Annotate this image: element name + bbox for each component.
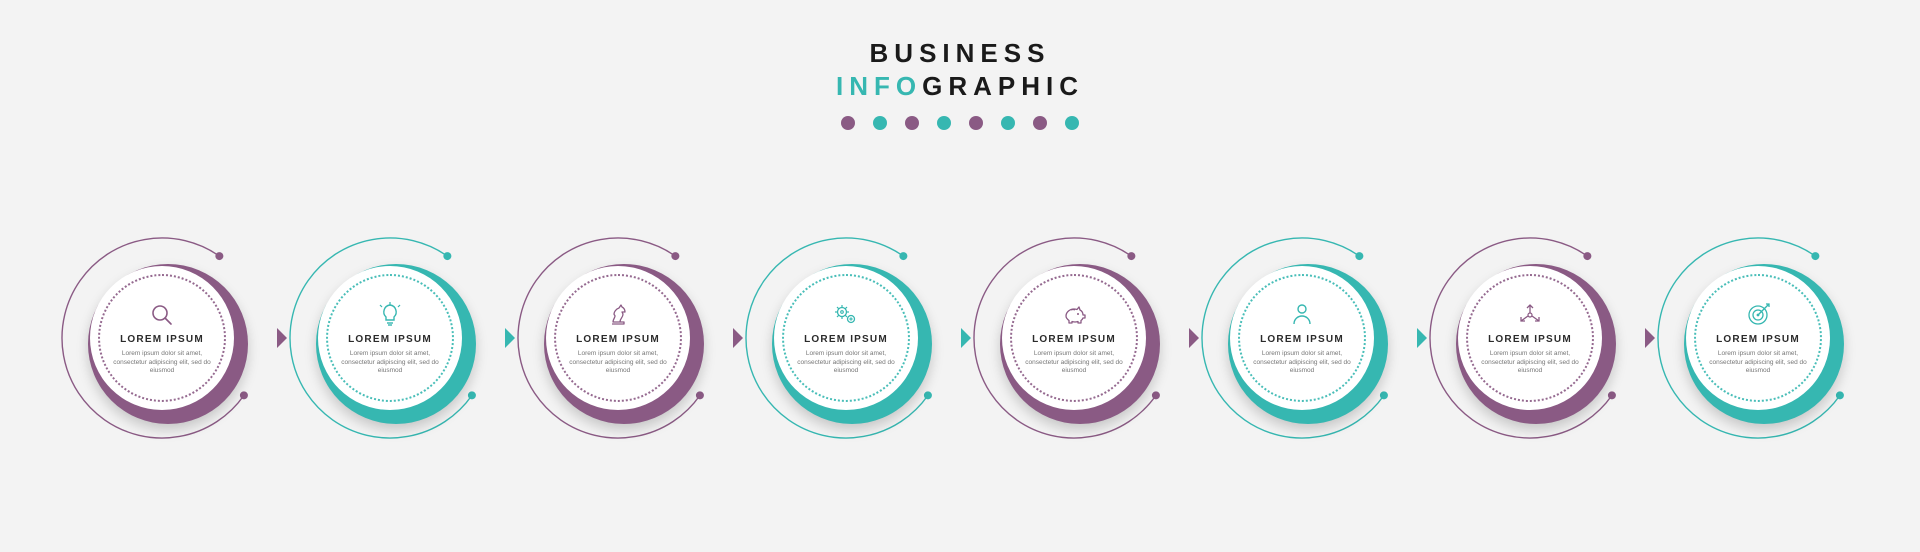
arrows-icon <box>1517 300 1543 330</box>
step-disc: LOREM IPSUM Lorem ipsum dolor sit amet, … <box>90 266 234 410</box>
step-disc: LOREM IPSUM Lorem ipsum dolor sit amet, … <box>318 266 462 410</box>
title-rest: GRAPHIC <box>922 71 1084 101</box>
step-body: Lorem ipsum dolor sit amet, consectetur … <box>566 350 670 376</box>
header-dot-6 <box>1001 116 1015 130</box>
step-disc: LOREM IPSUM Lorem ipsum dolor sit amet, … <box>1458 266 1602 410</box>
title-accent: INFO <box>836 71 922 101</box>
piggy-icon <box>1061 300 1087 330</box>
step-label: LOREM IPSUM <box>120 334 204 345</box>
header-dot-row <box>0 116 1920 130</box>
step-disc: LOREM IPSUM Lorem ipsum dolor sit amet, … <box>774 266 918 410</box>
step-label: LOREM IPSUM <box>1032 334 1116 345</box>
step-body: Lorem ipsum dolor sit amet, consectetur … <box>1250 350 1354 376</box>
step-body: Lorem ipsum dolor sit amet, consectetur … <box>1706 350 1810 376</box>
title-line2: INFOGRAPHIC <box>0 71 1920 102</box>
gears-icon <box>833 300 859 330</box>
header-dot-1 <box>841 116 855 130</box>
step-body: Lorem ipsum dolor sit amet, consectetur … <box>338 350 442 376</box>
step-label: LOREM IPSUM <box>804 334 888 345</box>
step-disc: LOREM IPSUM Lorem ipsum dolor sit amet, … <box>1002 266 1146 410</box>
search-icon <box>149 300 175 330</box>
bulb-icon <box>377 300 403 330</box>
step-label: LOREM IPSUM <box>1488 334 1572 345</box>
person-icon <box>1289 300 1315 330</box>
header-dot-3 <box>905 116 919 130</box>
step-body: Lorem ipsum dolor sit amet, consectetur … <box>1022 350 1126 376</box>
knight-icon <box>605 300 631 330</box>
step-6: LOREM IPSUM Lorem ipsum dolor sit amet, … <box>1207 228 1397 448</box>
title-line1: BUSINESS <box>0 38 1920 69</box>
target-icon <box>1745 300 1771 330</box>
step-8: LOREM IPSUM Lorem ipsum dolor sit amet, … <box>1663 228 1853 448</box>
step-3: LOREM IPSUM Lorem ipsum dolor sit amet, … <box>523 228 713 448</box>
step-2: LOREM IPSUM Lorem ipsum dolor sit amet, … <box>295 228 485 448</box>
header: BUSINESS INFOGRAPHIC <box>0 38 1920 130</box>
step-5: LOREM IPSUM Lorem ipsum dolor sit amet, … <box>979 228 1169 448</box>
step-body: Lorem ipsum dolor sit amet, consectetur … <box>1478 350 1582 376</box>
header-dot-5 <box>969 116 983 130</box>
step-7: LOREM IPSUM Lorem ipsum dolor sit amet, … <box>1435 228 1625 448</box>
step-label: LOREM IPSUM <box>576 334 660 345</box>
step-4: LOREM IPSUM Lorem ipsum dolor sit amet, … <box>751 228 941 448</box>
header-dot-2 <box>873 116 887 130</box>
header-dot-4 <box>937 116 951 130</box>
step-label: LOREM IPSUM <box>348 334 432 345</box>
header-dot-7 <box>1033 116 1047 130</box>
step-label: LOREM IPSUM <box>1260 334 1344 345</box>
step-1: LOREM IPSUM Lorem ipsum dolor sit amet, … <box>67 228 257 448</box>
step-label: LOREM IPSUM <box>1716 334 1800 345</box>
header-dot-8 <box>1065 116 1079 130</box>
steps-row: LOREM IPSUM Lorem ipsum dolor sit amet, … <box>0 228 1920 448</box>
step-body: Lorem ipsum dolor sit amet, consectetur … <box>794 350 898 376</box>
step-disc: LOREM IPSUM Lorem ipsum dolor sit amet, … <box>1686 266 1830 410</box>
step-disc: LOREM IPSUM Lorem ipsum dolor sit amet, … <box>546 266 690 410</box>
step-disc: LOREM IPSUM Lorem ipsum dolor sit amet, … <box>1230 266 1374 410</box>
step-body: Lorem ipsum dolor sit amet, consectetur … <box>110 350 214 376</box>
